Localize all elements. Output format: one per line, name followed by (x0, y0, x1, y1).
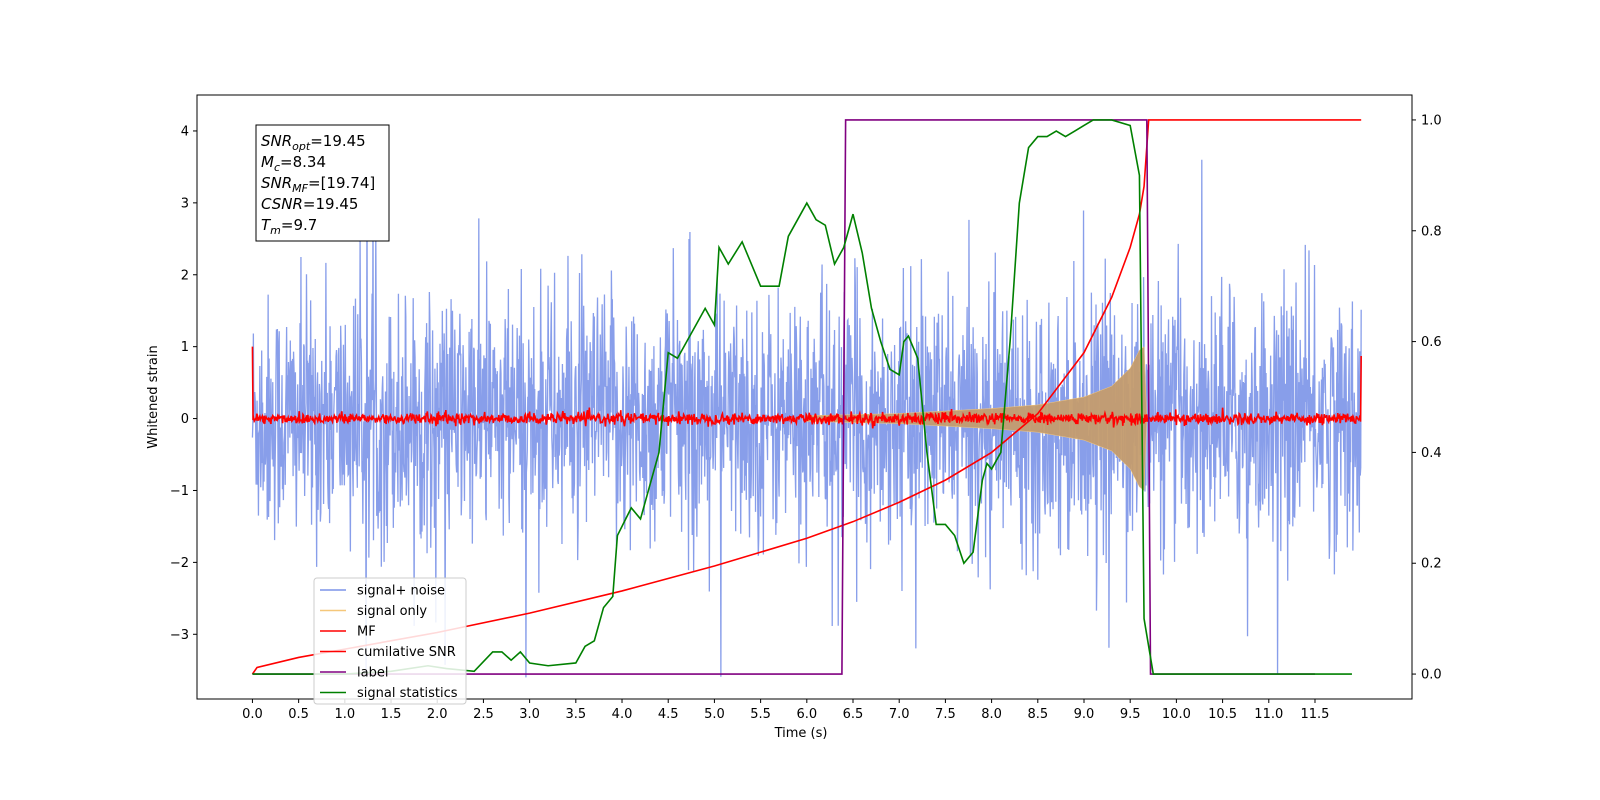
x-tick-label: 9.0 (1074, 707, 1095, 722)
x-tick-label: 8.5 (1027, 707, 1048, 722)
series-signal-noise (251, 159, 1362, 678)
legend-label: MF (357, 625, 376, 640)
info-line: CSNR=19.45 (261, 195, 358, 213)
y2-tick-label: 0.6 (1421, 335, 1442, 350)
info-line-value: =8.34 (280, 153, 326, 171)
legend-label: signal+ noise (357, 584, 445, 599)
legend-label: cumilative SNR (357, 645, 456, 660)
info-box-lines: SNRopt=19.45Mc=8.34SNRMF=[19.74]CSNR=19.… (261, 132, 375, 237)
x-tick-label: 3.0 (519, 707, 540, 722)
info-line-symbol: SNR (261, 132, 292, 150)
info-line-subscript: opt (292, 140, 311, 153)
x-tick-label: 1.0 (334, 707, 355, 722)
y-tick-label: 0 (181, 412, 189, 427)
series-mf (251, 346, 1362, 429)
y2-tick-label: 0.2 (1421, 557, 1442, 572)
x-tick-label: 0.5 (288, 707, 309, 722)
info-line-value: =[19.74] (308, 174, 375, 192)
info-line: Tm=9.7 (261, 216, 317, 237)
y2-tick-label: 0.8 (1421, 224, 1442, 239)
info-line-symbol: CSNR (261, 195, 303, 213)
x-axis: 0.0 0.5 1.0 1.5 2.0 2.5 3.0 3.5 4.0 4.5 5.0 5.5 6.0 6… (242, 699, 1329, 722)
x-tick-label: 2.5 (473, 707, 494, 722)
info-line-symbol: T (261, 216, 272, 234)
x-tick-label: 7.0 (889, 707, 910, 722)
y-tick-label: 1 (181, 340, 189, 355)
plot-area-frame (196, 94, 1413, 700)
x-tick-label: 4.5 (658, 707, 679, 722)
legend-frame (313, 577, 467, 705)
x-tick-label: 4.0 (612, 707, 633, 722)
info-line-subscript: MF (292, 182, 308, 195)
x-tick-label: 0.0 (242, 707, 263, 722)
y-tick-label: 2 (181, 268, 189, 283)
x-tick-label: 8.0 (981, 707, 1002, 722)
y-tick-label: −1 (170, 484, 189, 499)
x-tick-label: 11.0 (1254, 707, 1283, 722)
info-line-value: =19.45 (303, 195, 359, 213)
info-line: SNRopt=19.45 (261, 132, 366, 153)
y-tick-label: −2 (170, 556, 189, 571)
y2-tick-label: 1.0 (1421, 113, 1442, 128)
info-line: Mc=8.34 (261, 153, 326, 174)
info-line-value: =9.7 (281, 216, 317, 234)
x-tick-label: 5.5 (750, 707, 771, 722)
y-tick-label: −3 (170, 628, 189, 643)
legend-entries: signal+ noise signal only MF cumilative SNR… (320, 584, 458, 701)
x-tick-label: 9.5 (1120, 707, 1141, 722)
info-box: SNRopt=19.45Mc=8.34SNRMF=[19.74]CSNR=19.… (255, 124, 390, 242)
info-line-subscript: m (270, 224, 281, 237)
info-line-symbol: M (261, 153, 274, 171)
y-tick-label: 3 (181, 196, 189, 211)
legend: signal+ noise signal only MF cumilative SNR… (313, 577, 467, 705)
x-tick-label: 3.5 (565, 707, 586, 722)
series-layer (251, 119, 1362, 678)
y2-tick-label: 0.4 (1421, 446, 1442, 461)
legend-label: signal statistics (357, 686, 458, 701)
legend-label: label (357, 666, 388, 681)
info-line-subscript: c (274, 161, 280, 174)
x-tick-label: 10.5 (1208, 707, 1237, 722)
legend-label: signal only (357, 604, 427, 619)
info-line-symbol: SNR (261, 174, 292, 192)
y-axis-title: Whitened strain (146, 345, 161, 448)
x-tick-label: 7.5 (935, 707, 956, 722)
info-box-frame (255, 124, 390, 242)
y-axis-left: −3 −2 −1 0 1 2 3 4 (170, 124, 197, 643)
x-tick-label: 1.5 (381, 707, 402, 722)
x-axis-title: Time (s) (774, 726, 828, 741)
series-signal-statistics (252, 119, 1352, 675)
x-tick-label: 2.0 (427, 707, 448, 722)
x-tick-label: 6.5 (843, 707, 864, 722)
y2-tick-label: 0.0 (1421, 668, 1442, 683)
info-line-value: =19.45 (310, 132, 366, 150)
x-tick-label: 11.5 (1301, 707, 1330, 722)
x-tick-label: 10.0 (1162, 707, 1191, 722)
x-tick-label: 5.0 (704, 707, 725, 722)
y-axis-right: 0.0 0.2 0.4 0.6 0.8 1.0 (1412, 113, 1442, 683)
x-tick-label: 6.0 (796, 707, 817, 722)
y-tick-label: 4 (181, 124, 189, 139)
info-line: SNRMF=[19.74] (261, 174, 375, 195)
